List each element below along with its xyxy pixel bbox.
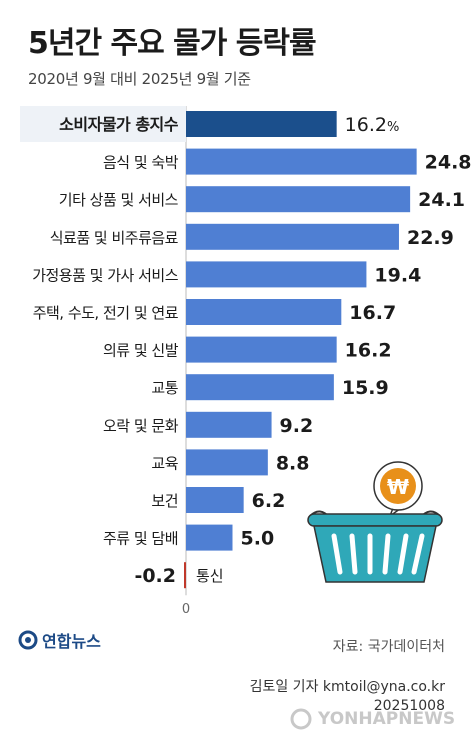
category-label: 가정용품 및 가사 서비스 (32, 266, 179, 284)
bar (186, 374, 334, 401)
value-label: 5.0 (241, 528, 275, 550)
watermark-logo-icon (290, 708, 312, 730)
bar (186, 411, 272, 438)
won-symbol: ₩ (387, 475, 409, 499)
bar-chart: 0 16.2% 소비자물가 총지수 24.8 음식 및 숙박 24.1 기타 상품 및 서비… (20, 106, 472, 617)
yonhap-logo-icon (18, 630, 38, 650)
zero-tick-label: 0 (182, 602, 190, 617)
category-label: 오락 및 문화 (103, 417, 179, 435)
byline: 김토일 기자 kmtoil@yna.co.kr (249, 679, 445, 695)
category-label: 주류 및 담배 (103, 530, 178, 548)
category-label: 보건 (151, 492, 178, 510)
coin-icon: ₩ (373, 461, 423, 519)
chart-title: 5년간 주요 물가 등락률 (28, 26, 317, 61)
watermark: YONHAPNEWS (290, 708, 455, 730)
value-label: 24.8 (425, 152, 472, 174)
category-label: 통신 (196, 567, 224, 585)
bar (186, 223, 399, 250)
shopping-basket-icon: ₩ (307, 461, 443, 583)
category-label: 기타 상품 및 서비스 (59, 191, 179, 209)
bar (186, 186, 411, 213)
bar (186, 487, 244, 513)
value-unit: % (387, 120, 399, 135)
value-label: 19.4 (374, 264, 421, 286)
bar (186, 449, 268, 476)
bar (186, 148, 417, 175)
bar (186, 524, 233, 551)
category-label: 음식 및 숙박 (103, 154, 179, 172)
yonhap-logo: 연합뉴스 (18, 628, 101, 652)
value-label: 8.8 (276, 452, 310, 474)
value-label: 16.2 (345, 340, 392, 362)
publish-date: 20251008 (373, 698, 445, 714)
value-label: -0.2 (134, 565, 176, 587)
watermark-text: YONHAPNEWS (318, 709, 456, 729)
value-label: 16.2% (345, 114, 400, 136)
value-label: 24.1 (418, 189, 465, 211)
value-label: 16.7 (349, 302, 396, 324)
bar (186, 111, 337, 137)
value-label: 22.9 (407, 227, 454, 249)
value-label: 15.9 (342, 377, 389, 399)
value-label: 6.2 (252, 490, 286, 512)
category-label: 교통 (151, 379, 178, 397)
category-label: 교육 (151, 454, 178, 472)
value-label: 9.2 (280, 415, 314, 437)
category-label: 식료품 및 비주류음료 (50, 229, 179, 247)
chart-subtitle: 2020년 9월 대비 2025년 9월 기준 (28, 70, 251, 88)
category-label: 소비자물가 총지수 (59, 115, 179, 134)
bar (186, 261, 367, 288)
logo-text: 연합뉴스 (42, 632, 101, 651)
bar (184, 562, 186, 589)
highlight-row-bg (20, 106, 186, 142)
category-label: 주택, 수도, 전기 및 연료 (33, 304, 179, 322)
bar (186, 299, 342, 325)
source-note: 자료: 국가데이터처 (332, 639, 445, 655)
bar (186, 336, 337, 363)
category-label: 의류 및 신발 (103, 342, 179, 360)
